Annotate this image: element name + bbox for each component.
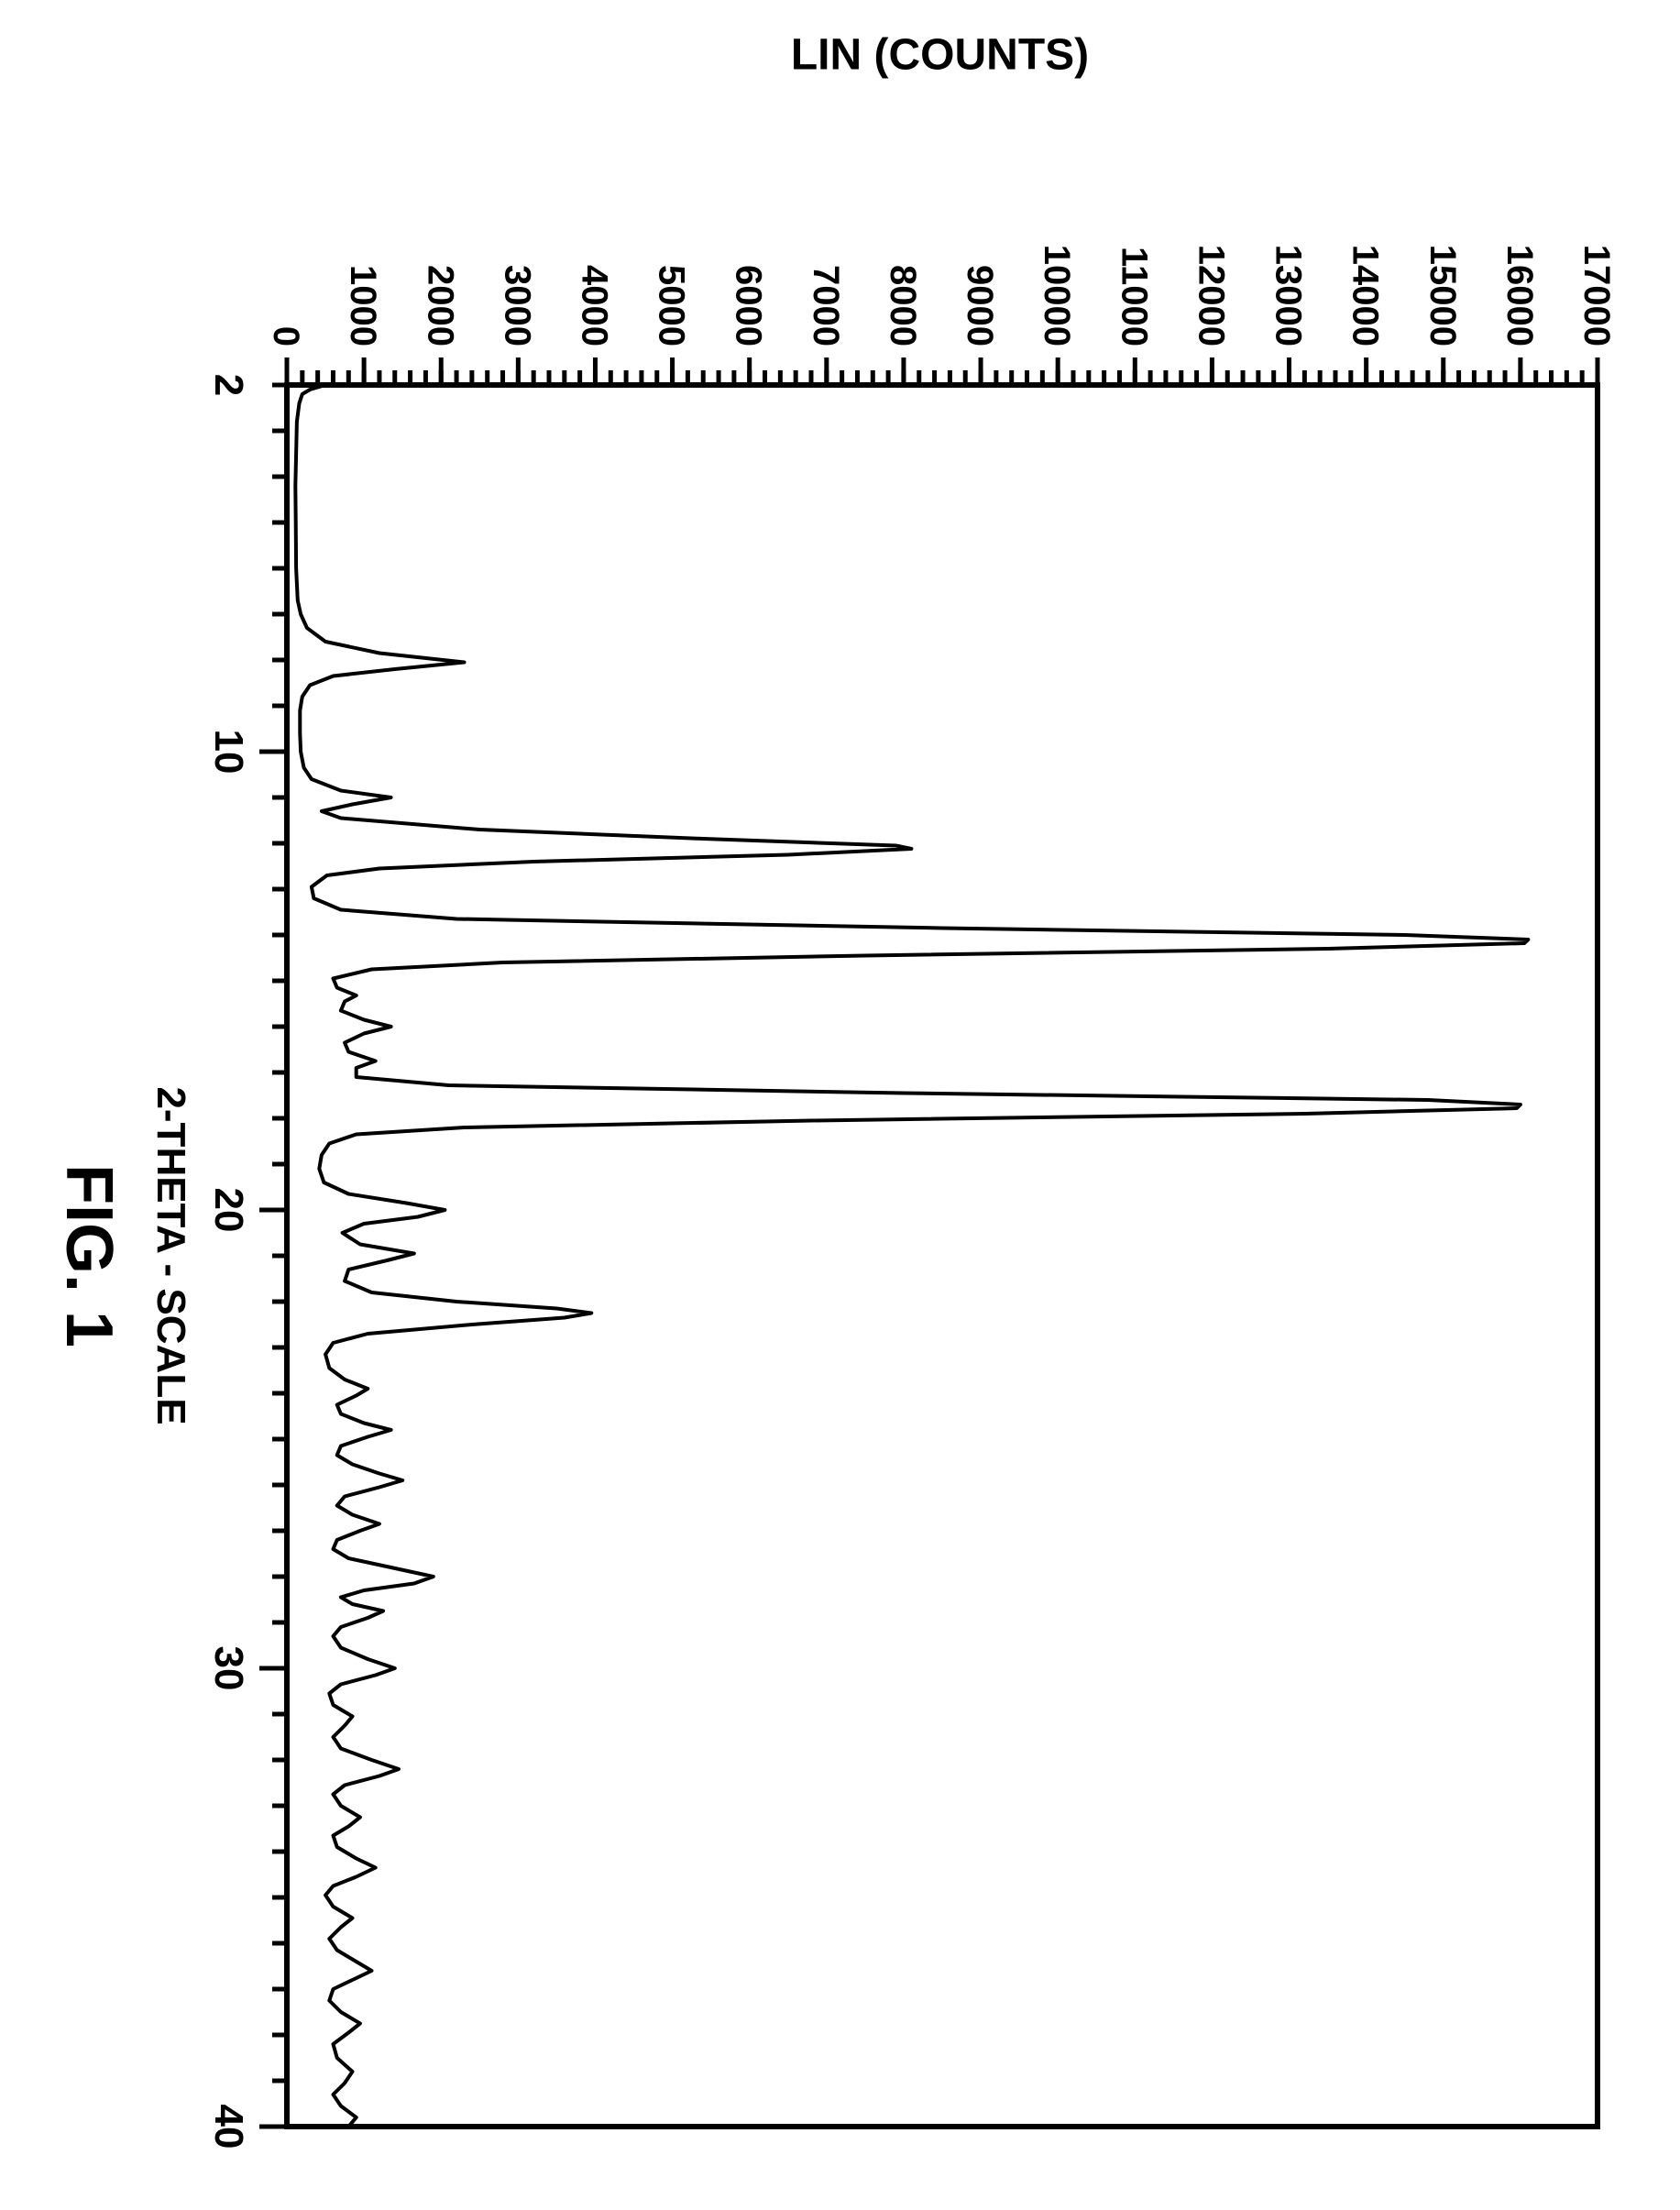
y-tick-label: 12000 — [1191, 245, 1231, 346]
y-tick-label: 14000 — [1345, 245, 1386, 346]
y-tick-label: 11000 — [1114, 247, 1154, 346]
y-tick-label: 3000 — [497, 265, 537, 346]
y-tick-label: 16000 — [1499, 245, 1540, 346]
y-tick-label: 6000 — [729, 265, 769, 346]
y-tick-label: 2000 — [420, 265, 460, 346]
x-tick-label: 30 — [206, 1646, 251, 1691]
y-tick-label: 17000 — [1576, 245, 1617, 346]
xrd-diffractogram: 1020304020100020003000400050006000700080… — [0, 0, 1680, 2210]
y-tick-label: 8000 — [883, 265, 923, 346]
y-axis-label-text: LIN (COUNTS) — [791, 31, 1089, 80]
y-tick-label: 5000 — [652, 265, 692, 346]
y-tick-label: 1000 — [343, 265, 383, 346]
x-tick-label: 40 — [206, 2105, 251, 2150]
y-tick-label: 10000 — [1037, 245, 1077, 346]
x-axis-label: 2-THETA - SCALE — [148, 1027, 193, 1485]
figure-caption-text: FIG. 1 — [52, 1164, 126, 1347]
y-tick-label: 13000 — [1268, 245, 1309, 346]
y-tick-label: 9000 — [960, 265, 1000, 346]
y-tick-label: 0 — [266, 326, 306, 346]
x-tick-label: 10 — [206, 730, 251, 775]
x-tick-label: 2 — [206, 374, 251, 396]
y-tick-label: 4000 — [574, 265, 614, 346]
x-axis-label-text: 2-THETA - SCALE — [148, 1086, 193, 1424]
x-tick-label: 20 — [206, 1188, 251, 1233]
y-axis-label: LIN (COUNTS) — [757, 30, 1124, 81]
y-tick-label: 15000 — [1422, 245, 1463, 346]
figure-caption: FIG. 1 — [51, 1072, 126, 1439]
y-tick-label: 7000 — [806, 265, 846, 346]
